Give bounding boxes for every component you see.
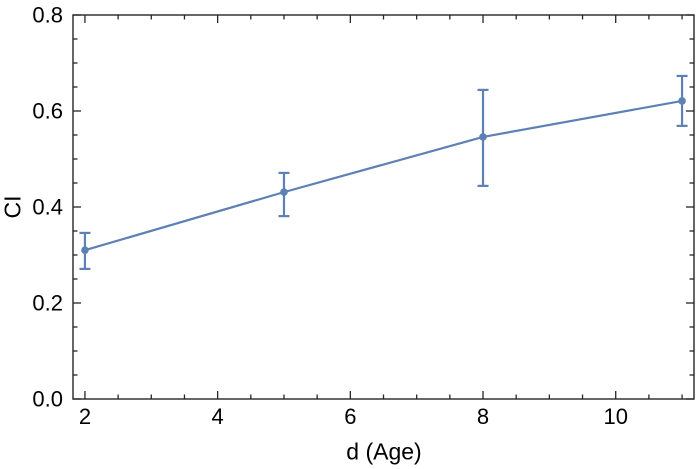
y-axis-label: CI: [0, 195, 26, 219]
y-tick-label: 0.8: [32, 3, 63, 28]
x-tick-label: 10: [603, 404, 627, 429]
y-tick-label: 0.4: [32, 195, 63, 220]
data-point: [479, 133, 487, 141]
data-point: [280, 188, 288, 196]
x-tick-label: 2: [79, 404, 91, 429]
data-point: [678, 97, 686, 105]
x-tick-label: 6: [344, 404, 356, 429]
y-tick-label: 0.6: [32, 99, 63, 124]
y-tick-label: 0.2: [32, 291, 63, 316]
plot-frame: [72, 14, 695, 400]
x-tick-label: 8: [477, 404, 489, 429]
y-tick-label: 0.0: [32, 387, 63, 412]
x-tick-label: 4: [212, 404, 224, 429]
series-line: [84, 99, 683, 252]
x-axis-label: d (Age): [346, 438, 422, 465]
data-point: [81, 246, 89, 254]
